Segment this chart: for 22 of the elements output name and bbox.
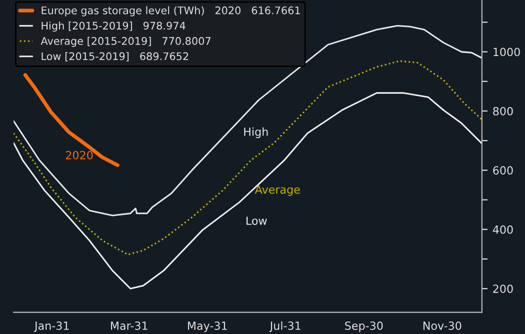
x-tick-label: Mar-31: [111, 322, 148, 330]
annotation: 2020: [66, 150, 93, 160]
y-tick-label: 200: [493, 284, 513, 293]
line-series: [23, 73, 120, 167]
x-tick-label: Jan-31: [34, 322, 69, 332]
annotation: High: [244, 127, 268, 138]
annotation: Average: [254, 185, 300, 196]
y-tick-label: 600: [493, 166, 513, 175]
legend-label: High [2015-2019] 978.974: [42, 22, 186, 32]
x-tick-label: Sep-30: [345, 322, 383, 332]
x-tick-label: Jul-31: [269, 321, 300, 332]
line-series: [14, 60, 482, 256]
legend-label: Average [2015-2019] 770.8007: [40, 36, 210, 47]
x-tick-label: May-31: [188, 322, 227, 332]
legend-label: Low [2015-2019] 689.7652: [42, 52, 188, 62]
line-series: [14, 92, 482, 290]
legend-label: Europe gas storage level (TWh) 2020 616.7661: [42, 6, 300, 16]
annotation: Low: [246, 216, 267, 225]
y-tick-label: 400: [492, 225, 513, 234]
x-tick-label: Nov-30: [423, 322, 462, 330]
y-tick-label: 800: [493, 106, 513, 116]
y-tick-label: 1000: [494, 48, 520, 56]
